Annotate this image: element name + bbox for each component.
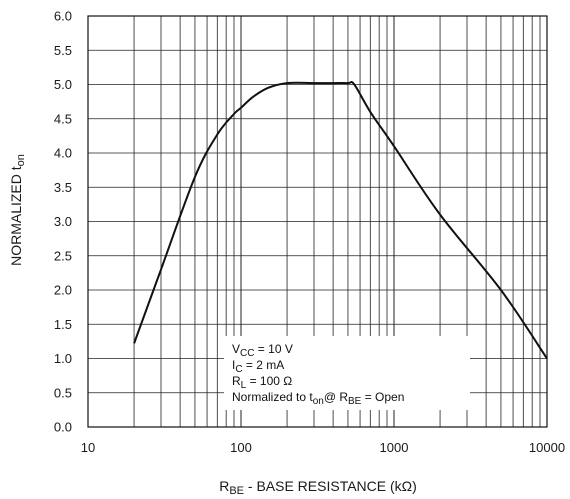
- x-tick-label: 1000: [380, 440, 409, 455]
- y-tick-label: 0.0: [54, 420, 72, 435]
- series-line: [133, 81, 548, 360]
- annotation-line: VCC = 10 V: [232, 342, 293, 359]
- y-tick-label: 5.0: [54, 77, 72, 92]
- y-tick-label: 3.0: [54, 214, 72, 229]
- y-tick-label: 3.5: [54, 180, 72, 195]
- x-axis-title: RBE - BASE RESISTANCE (kΩ): [219, 478, 417, 497]
- annotation-box: [224, 336, 470, 410]
- x-tick-label: 10: [81, 440, 95, 455]
- y-tick-label: 5.5: [54, 43, 72, 58]
- y-tick-labels: 0.0 0.5 1.0 1.5 2.0 2.5 3.0 3.5 4.0 4.5 5.0 5.5 6.0: [54, 9, 72, 435]
- y-tick-label: 2.0: [54, 283, 72, 298]
- plot-frame: [87, 15, 548, 428]
- y-tick-label: 1.0: [54, 351, 72, 366]
- y-tick-label: 1.5: [54, 317, 72, 332]
- annotation-line: IC = 2 mA: [232, 358, 284, 375]
- annotation-line: Normalized to ton@ RBE = Open: [232, 390, 404, 407]
- y-tick-label: 0.5: [54, 385, 72, 400]
- y-tick-label: 2.5: [54, 248, 72, 263]
- y-axis-title: NORMALIZED ton: [8, 154, 27, 266]
- x-tick-labels: 10 100 1000 10000: [81, 440, 565, 455]
- x-tick-label: 10000: [529, 440, 565, 455]
- y-tick-label: 6.0: [54, 9, 72, 24]
- annotation-line: RL = 100 Ω: [232, 374, 292, 391]
- y-tick-label: 4.0: [54, 146, 72, 161]
- y-tick-label: 4.5: [54, 111, 72, 126]
- x-tick-label: 100: [230, 440, 252, 455]
